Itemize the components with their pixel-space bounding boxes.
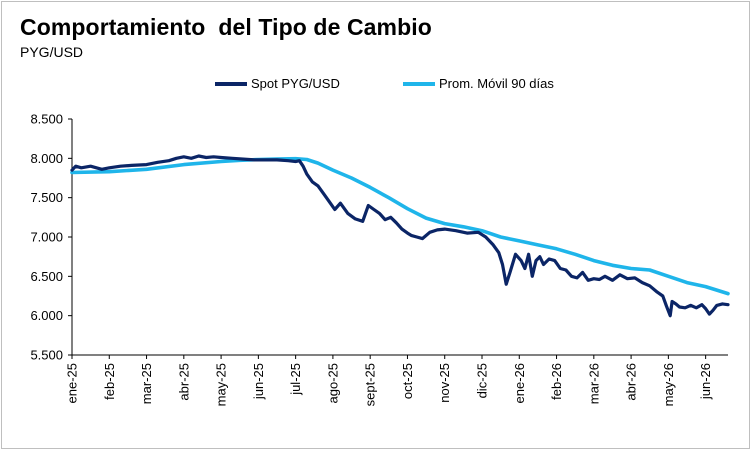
x-tick-label: abr-25	[176, 363, 191, 401]
x-tick-label: mar-26	[586, 363, 601, 404]
x-tick-label: jun-25	[251, 363, 266, 400]
x-tick-label: abr-26	[624, 363, 639, 401]
x-tick-label: ene-26	[512, 363, 527, 403]
x-tick-label: ene-25	[65, 363, 80, 403]
legend: Spot PYG/USD Prom. Móvil 90 días	[0, 76, 752, 94]
legend-swatch-moving-average	[403, 81, 435, 86]
legend-item-moving-average: Prom. Móvil 90 días	[403, 76, 554, 91]
x-tick-label: jul-25	[288, 363, 303, 396]
legend-item-spot: Spot PYG/USD	[215, 76, 340, 91]
y-tick-label: 8.000	[30, 151, 63, 166]
y-tick-label: 5.500	[30, 348, 63, 363]
legend-label-moving-average: Prom. Móvil 90 días	[439, 76, 554, 91]
x-tick-label: dic-25	[475, 363, 490, 398]
series-line-spot	[70, 154, 730, 318]
x-tick-label: sept-25	[363, 363, 378, 406]
x-tick-label: feb-25	[102, 363, 117, 400]
legend-swatch-spot	[215, 81, 247, 86]
chart-subtitle: PYG/USD	[20, 44, 84, 60]
y-tick-label: 7.500	[30, 190, 63, 205]
x-tick-label: oct-25	[400, 363, 415, 399]
y-tick-label: 8.500	[30, 112, 63, 127]
y-tick-label: 7.000	[30, 230, 63, 245]
x-tick-label: jun-26	[698, 363, 713, 400]
chart-title: Comportamiento del Tipo de Cambio	[20, 14, 432, 40]
x-tick-label: may-26	[661, 363, 676, 406]
y-tick-label: 6.500	[30, 269, 63, 284]
x-tick-label: may-25	[214, 363, 229, 406]
y-tick-label: 6.000	[30, 308, 63, 323]
x-tick-label: ago-25	[325, 363, 340, 403]
legend-label-spot: Spot PYG/USD	[251, 76, 340, 91]
x-tick-label: mar-25	[139, 363, 154, 404]
x-tick-label: nov-25	[437, 363, 452, 403]
x-tick-label: feb-26	[549, 363, 564, 400]
